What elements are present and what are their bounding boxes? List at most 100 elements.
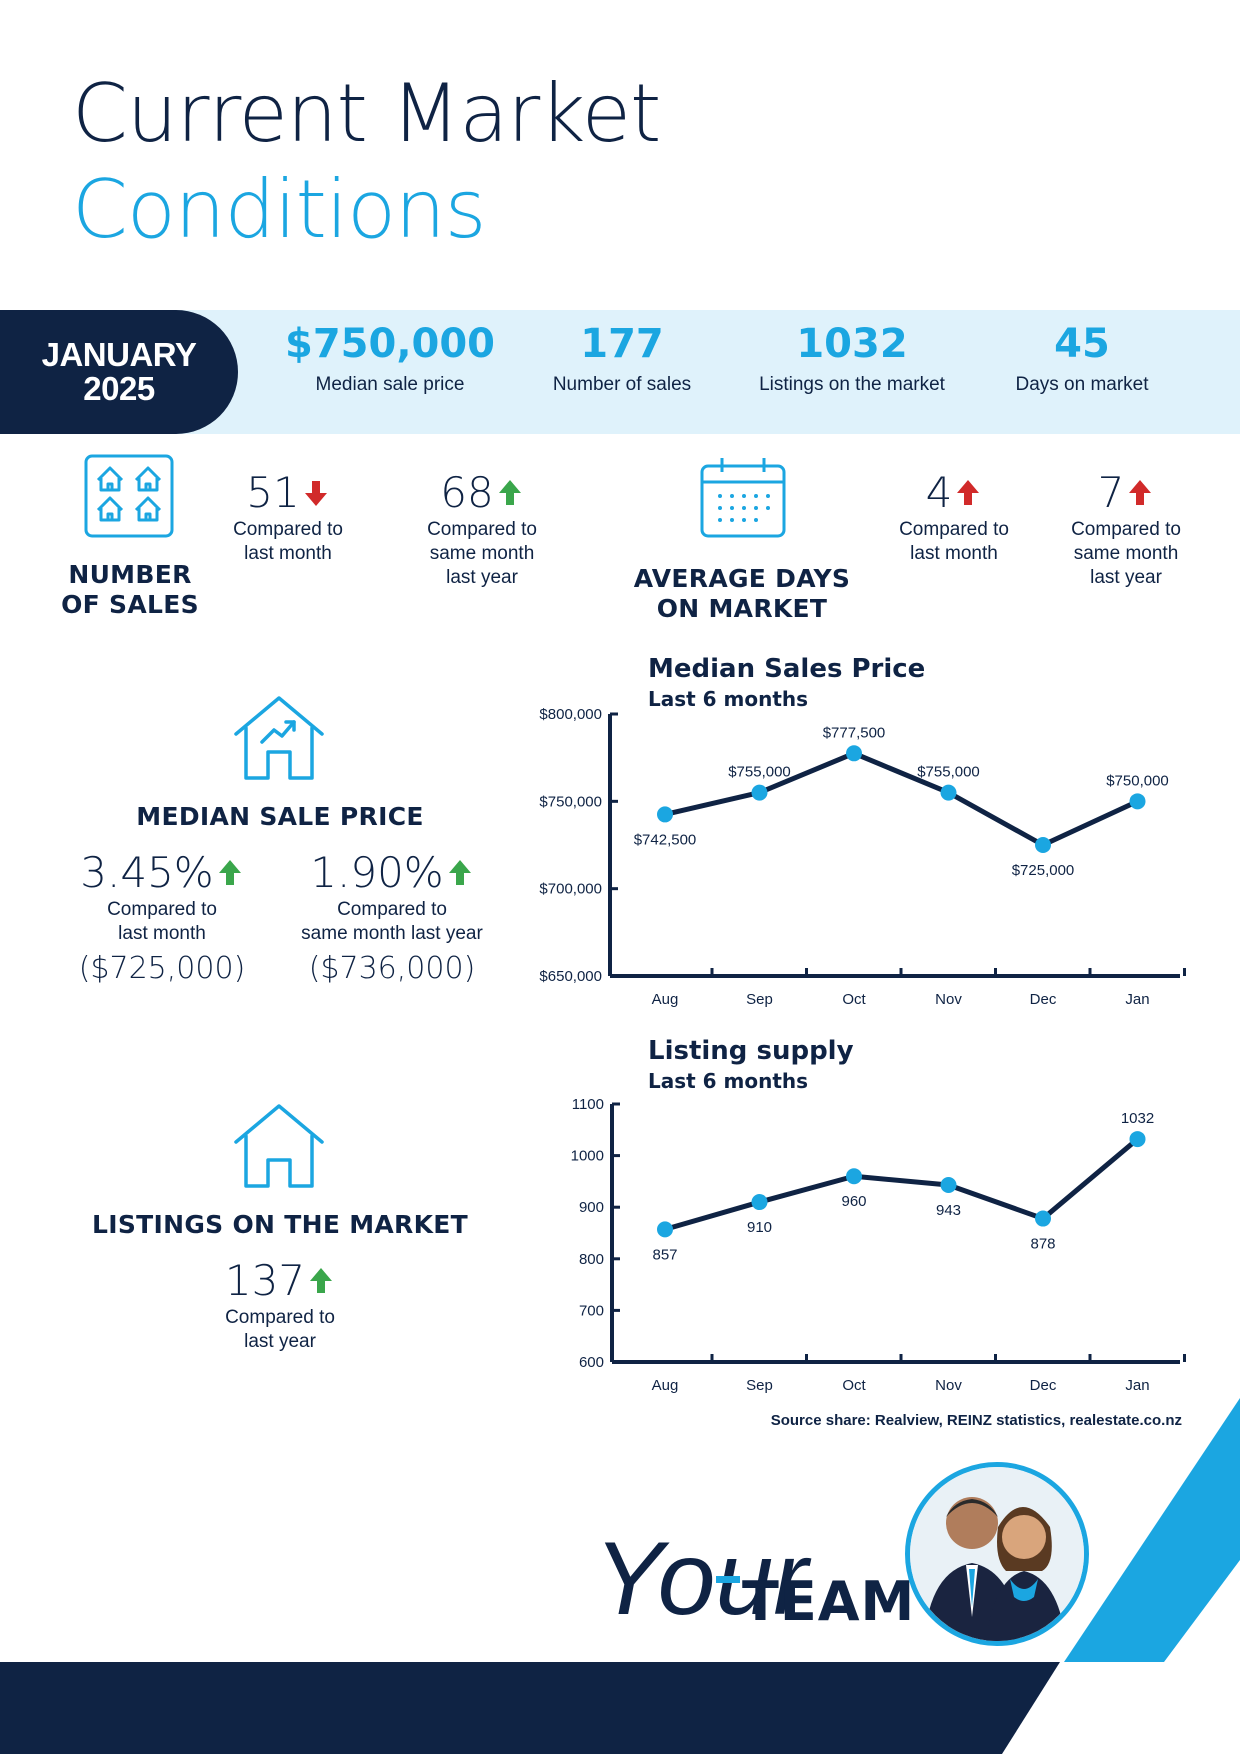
- data-label: 943: [936, 1202, 961, 1219]
- change-desc: last year: [244, 1331, 316, 1352]
- y-tick-label: 800: [579, 1251, 604, 1268]
- y-tick-label: 700: [579, 1302, 604, 1319]
- stat-label: Number of sales: [552, 374, 692, 395]
- y-tick-label: 1000: [571, 1148, 604, 1165]
- x-tick-label: Oct: [842, 1377, 866, 1394]
- calendar-icon: [698, 456, 788, 545]
- previous-value: ($725,000): [78, 951, 246, 986]
- change-desc: same month: [429, 543, 535, 564]
- change-value: 137: [224, 1256, 306, 1305]
- arrow-down-icon: [304, 481, 327, 506]
- data-point: [1035, 837, 1051, 853]
- label-line: OF SALES: [61, 590, 199, 619]
- data-label: 910: [747, 1219, 772, 1236]
- change-value: 51: [246, 468, 300, 517]
- previous-value: ($736,000): [308, 951, 476, 986]
- data-label: $777,500: [823, 724, 886, 741]
- x-tick-label: Aug: [652, 991, 679, 1008]
- data-point: [1035, 1210, 1051, 1227]
- change-value: 4: [925, 468, 953, 517]
- change-desc: last month: [910, 543, 998, 564]
- team-wordmark: TEAM: [742, 1570, 916, 1633]
- x-tick-label: Oct: [842, 991, 866, 1008]
- y-tick-label: $650,000: [539, 968, 602, 985]
- change-desc: Compared to: [899, 519, 1009, 540]
- arrow-up-icon: [448, 860, 471, 885]
- price-year-change: 1.90% Compared to same month last year (…: [284, 848, 500, 988]
- footer-decoration: [0, 1398, 1240, 1754]
- median-price-chart: $650,000 $700,000 $750,000 $800,000 Aug Sep Oc…: [539, 706, 1186, 1008]
- change-desc: Compared to: [1071, 519, 1181, 540]
- data-label: $755,000: [917, 764, 980, 781]
- data-label: $725,000: [1012, 862, 1075, 879]
- arrow-up-icon: [1129, 480, 1152, 505]
- arrow-up-icon: [498, 480, 521, 505]
- chart-subtitle: Last 6 months: [648, 687, 809, 711]
- x-tick-label: Sep: [746, 1377, 773, 1394]
- change-value: 1.90%: [310, 848, 444, 897]
- change-desc: last year: [446, 567, 518, 588]
- year-label: 2025: [83, 370, 155, 407]
- data-label: 878: [1030, 1236, 1055, 1253]
- data-point: [846, 745, 862, 762]
- data-label: $755,000: [728, 764, 791, 781]
- house-icon: [232, 1102, 326, 1195]
- change-desc: Compared to: [427, 519, 537, 540]
- signature-text: Your: [594, 1521, 812, 1637]
- sales-month-change: 51 Compared to last month: [208, 468, 368, 566]
- change-desc: same month: [1073, 543, 1179, 564]
- source-note: Source share: Realview, REINZ statistics…: [770, 1412, 1182, 1429]
- data-point: [846, 1168, 862, 1185]
- stat-value: $750,000: [284, 321, 496, 367]
- x-tick-label: Nov: [935, 991, 962, 1008]
- data-label: $750,000: [1106, 772, 1169, 789]
- stat-value: 1032: [796, 321, 908, 367]
- stat-number-of-sales: 177 Number of sales: [502, 318, 742, 396]
- series-line: [664, 1137, 1140, 1232]
- median-sale-price-label: MEDIAN SALE PRICE: [136, 802, 424, 831]
- houses-grid-icon: [84, 454, 174, 543]
- team-dash: [716, 1576, 740, 1583]
- y-tick-label: $750,000: [539, 793, 602, 810]
- change-desc: Compared to: [225, 1307, 335, 1328]
- y-tick-label: 600: [579, 1354, 604, 1371]
- data-point: [1129, 1131, 1146, 1148]
- stat-value: 45: [1054, 321, 1110, 367]
- change-desc: last month: [118, 923, 206, 944]
- x-tick-label: Aug: [652, 1377, 679, 1394]
- data-point: [657, 1221, 673, 1238]
- arrow-up-icon: [310, 1268, 333, 1293]
- data-point: [940, 784, 957, 801]
- change-desc: Compared to: [337, 899, 447, 920]
- label-line: NUMBER: [68, 560, 192, 589]
- chart-subtitle: Last 6 months: [648, 1069, 809, 1093]
- x-tick-label: Jan: [1125, 991, 1149, 1008]
- listing-supply-chart: 600 700 800 900 1000 1100 Aug Sep Oct Nov Dec Jan 85…: [571, 1096, 1186, 1394]
- stat-label: Days on market: [1015, 374, 1149, 395]
- change-desc: same month last year: [301, 923, 483, 944]
- stat-label: Listings on the market: [759, 374, 945, 395]
- change-value: 3.45%: [80, 848, 214, 897]
- change-desc: last month: [244, 543, 332, 564]
- chart-title: Listing supply: [648, 1036, 854, 1066]
- chart-title: Median Sales Price: [648, 654, 926, 684]
- change-desc: Compared to: [107, 899, 217, 920]
- average-days-label: AVERAGE DAYS ON MARKET: [622, 564, 862, 624]
- change-desc: last year: [1090, 567, 1162, 588]
- signature-logo: Your: [594, 1521, 812, 1637]
- arrow-up-icon: [218, 860, 241, 885]
- change-value: 68: [440, 468, 494, 517]
- y-tick-label: 1100: [572, 1096, 604, 1113]
- price-month-change: 3.45% Compared to last month ($725,000): [62, 848, 262, 988]
- x-tick-label: Dec: [1030, 991, 1057, 1008]
- month-label: JANUARY: [41, 336, 197, 373]
- page-title-line2: Conditions: [72, 163, 486, 256]
- data-label: 857: [652, 1246, 677, 1263]
- page-title-line1: Current Market: [72, 67, 661, 160]
- label-line: ON MARKET: [656, 594, 828, 623]
- number-of-sales-label: NUMBER OF SALES: [40, 560, 220, 620]
- y-tick-label: $800,000: [539, 706, 602, 723]
- y-tick-label: $700,000: [539, 881, 602, 898]
- days-year-change: 7 Compared to same month last year: [1036, 468, 1216, 590]
- change-value: 7: [1097, 468, 1125, 517]
